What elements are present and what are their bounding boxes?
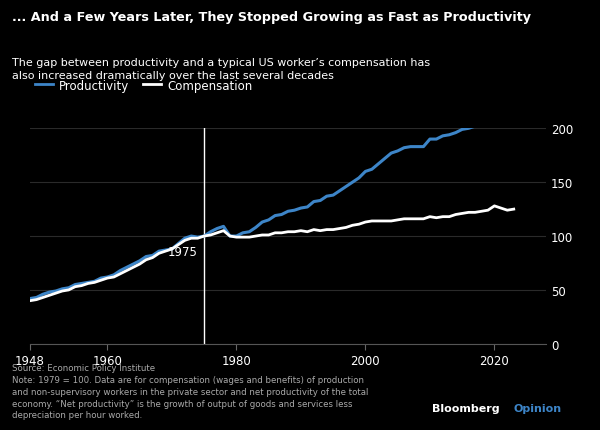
Text: Opinion: Opinion (513, 403, 561, 413)
Text: ... And a Few Years Later, They Stopped Growing as Fast as Productivity: ... And a Few Years Later, They Stopped … (12, 11, 531, 24)
Text: 1975: 1975 (168, 245, 198, 258)
Legend: Productivity, Compensation: Productivity, Compensation (31, 75, 257, 97)
Text: Bloomberg: Bloomberg (432, 403, 500, 413)
Text: Source: Economic Policy Institute
Note: 1979 = 100. Data are for compensation (w: Source: Economic Policy Institute Note: … (12, 363, 368, 419)
Text: The gap between productivity and a typical US worker’s compensation has
also inc: The gap between productivity and a typic… (12, 58, 430, 80)
